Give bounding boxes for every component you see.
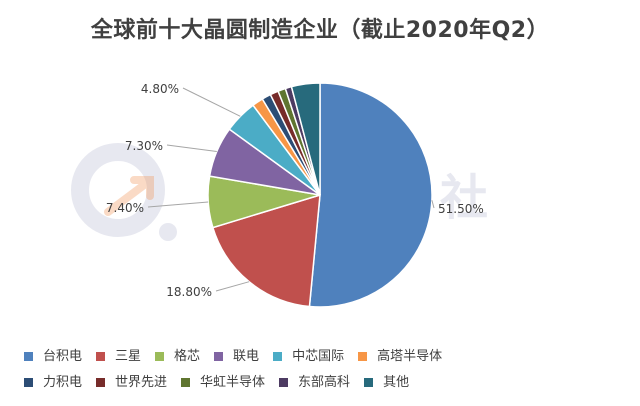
legend-label: 其他 — [383, 375, 410, 390]
data-label-4: 7.30% — [125, 139, 163, 153]
pie-slice-1 — [308, 82, 433, 308]
legend-label: 华虹半导体 — [200, 375, 266, 390]
legend-label: 世界先进 — [115, 375, 168, 390]
chart-title: 全球前十大晶圆制造企业（截止2020年Q2） — [90, 18, 550, 43]
legend-label: 格芯 — [174, 349, 201, 364]
legend-swatch — [181, 377, 191, 387]
legend-swatch — [24, 377, 33, 387]
data-label-3: 7.40% — [106, 201, 144, 215]
pie-slice-11 — [290, 82, 321, 196]
legend-label: 三星 — [115, 349, 142, 364]
pie-slices — [207, 82, 433, 308]
legend-label: 高塔半导体 — [377, 349, 443, 364]
legend-item: 东部高科 — [279, 370, 350, 396]
legend: 台积电 三星 格芯 联电 中芯国际 高塔半导体力积电 世界先进 华虹半导体 东部高科 其他 — [24, 344, 634, 396]
data-label-5: 4.80% — [141, 82, 179, 96]
legend-label: 力积电 — [43, 375, 83, 390]
leader-line-5 — [182, 87, 241, 117]
legend-row-1: 台积电 三星 格芯 联电 中芯国际 高塔半导体 — [24, 344, 634, 370]
data-label-1: 51.50% — [438, 202, 484, 216]
legend-swatch — [358, 351, 368, 361]
legend-item: 三星 — [96, 344, 141, 370]
legend-label: 台积电 — [43, 349, 83, 364]
legend-item: 其他 — [364, 370, 409, 396]
leader-line-1 — [431, 200, 435, 209]
legend-label: 联电 — [233, 349, 260, 364]
legend-swatch — [273, 351, 283, 361]
legend-swatch — [364, 377, 374, 387]
legend-label: 东部高科 — [298, 375, 351, 390]
legend-swatch — [279, 377, 289, 387]
leader-line-4 — [166, 144, 217, 152]
legend-item: 台积电 — [24, 344, 82, 370]
legend-row-2: 力积电 世界先进 华虹半导体 东部高科 其他 — [24, 370, 634, 396]
legend-swatch — [214, 351, 224, 361]
data-label-2: 18.80% — [166, 285, 212, 299]
leader-line-2 — [215, 281, 250, 292]
legend-item: 中芯国际 — [273, 344, 344, 370]
legend-swatch — [24, 351, 33, 361]
data-labels: 51.50% 18.80% 7.40% 7.30% 4.80% — [106, 82, 484, 299]
legend-label: 中芯国际 — [292, 349, 345, 364]
legend-item: 力积电 — [24, 370, 82, 396]
legend-item: 世界先进 — [96, 370, 167, 396]
legend-swatch — [96, 377, 106, 387]
legend-swatch — [96, 351, 106, 361]
legend-swatch — [155, 351, 165, 361]
leader-lines — [147, 87, 435, 292]
legend-item: 格芯 — [155, 344, 200, 370]
legend-item: 高塔半导体 — [358, 344, 442, 370]
legend-item: 联电 — [214, 344, 259, 370]
leader-line-3 — [147, 201, 209, 208]
legend-item: 华虹半导体 — [181, 370, 265, 396]
